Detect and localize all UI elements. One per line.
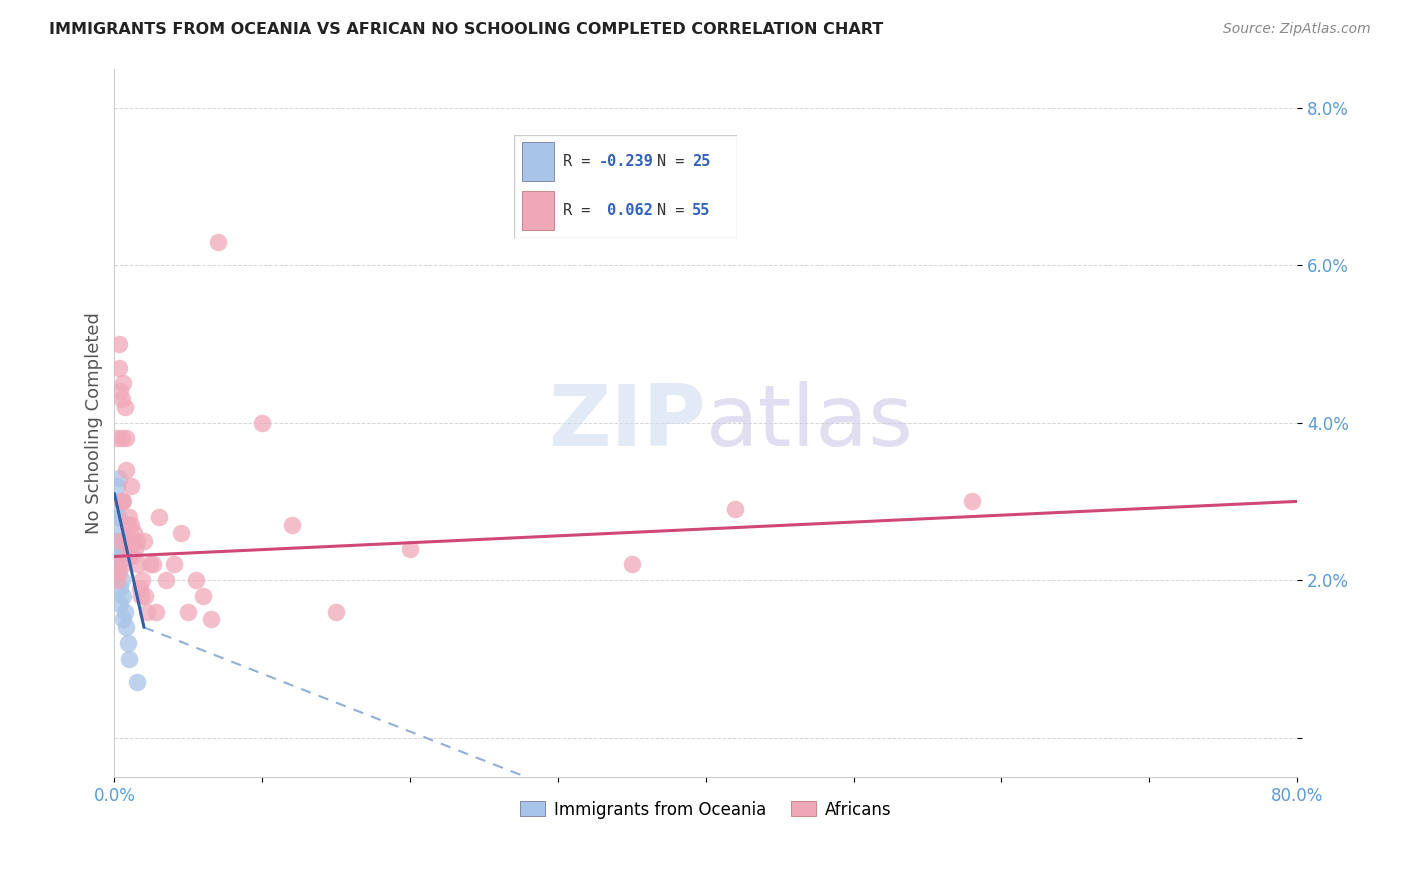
Point (132, 533, 155, 548)
Point (162, 558, 184, 572)
Point (960, 494, 983, 508)
Point (139, 558, 162, 572)
Point (112, 589, 135, 603)
Point (134, 589, 156, 603)
Point (112, 494, 135, 508)
Point (108, 471, 131, 485)
Point (114, 533, 136, 548)
Point (148, 510, 170, 524)
Text: N =: N = (657, 153, 693, 169)
Point (108, 541, 131, 556)
Point (281, 518, 304, 533)
Point (207, 235, 229, 249)
Point (124, 541, 146, 556)
Point (121, 533, 143, 548)
Text: ZIP: ZIP (548, 381, 706, 464)
Point (108, 510, 131, 524)
Point (724, 502, 747, 516)
Text: N =: N = (657, 203, 693, 219)
Point (155, 573, 177, 587)
Text: atlas: atlas (706, 381, 914, 464)
Point (111, 494, 134, 508)
Point (620, 558, 643, 572)
Point (120, 518, 142, 533)
Point (104, 549, 127, 564)
Point (117, 518, 139, 533)
Point (129, 589, 152, 603)
Point (110, 533, 132, 548)
Text: -0.239: -0.239 (599, 153, 654, 169)
Point (112, 376, 135, 391)
Point (105, 510, 128, 524)
Point (128, 581, 150, 595)
Point (118, 549, 141, 564)
Point (110, 494, 132, 508)
Point (117, 636, 139, 650)
Text: 0.062: 0.062 (599, 203, 654, 219)
Text: IMMIGRANTS FROM OCEANIA VS AFRICAN NO SCHOOLING COMPLETED CORRELATION CHART: IMMIGRANTS FROM OCEANIA VS AFRICAN NO SC… (49, 22, 883, 37)
Point (115, 432, 138, 446)
Text: R =: R = (562, 203, 599, 219)
Point (184, 573, 207, 587)
Point (111, 392, 134, 406)
Point (105, 573, 128, 587)
Point (105, 566, 128, 580)
Point (108, 337, 131, 351)
Point (111, 573, 134, 587)
Point (114, 605, 136, 619)
Point (112, 612, 135, 626)
Point (114, 400, 136, 414)
Point (118, 510, 141, 524)
Point (142, 558, 165, 572)
Point (108, 566, 131, 580)
Point (200, 612, 222, 626)
Point (105, 541, 128, 556)
Point (125, 533, 148, 548)
Point (105, 432, 128, 446)
Point (110, 597, 132, 611)
Point (111, 533, 134, 548)
Point (177, 605, 200, 619)
Point (118, 652, 141, 666)
Point (170, 525, 193, 540)
Point (108, 558, 131, 572)
Point (115, 463, 138, 477)
Point (115, 620, 138, 634)
Point (125, 675, 148, 690)
Point (252, 416, 274, 430)
Point (127, 558, 149, 572)
Text: 55: 55 (692, 203, 710, 219)
Point (191, 589, 214, 603)
Text: 25: 25 (692, 153, 710, 169)
Point (131, 573, 153, 587)
Bar (523, 191, 554, 230)
Text: R =: R = (562, 153, 599, 169)
Point (104, 533, 127, 548)
Point (111, 494, 134, 508)
Bar (523, 142, 554, 181)
Point (136, 605, 159, 619)
Text: Source: ZipAtlas.com: Source: ZipAtlas.com (1223, 22, 1371, 37)
Point (111, 432, 134, 446)
Y-axis label: No Schooling Completed: No Schooling Completed (86, 312, 103, 533)
Point (105, 478, 128, 492)
Legend: Immigrants from Oceania, Africans: Immigrants from Oceania, Africans (513, 794, 897, 825)
Point (325, 605, 347, 619)
Point (110, 525, 132, 540)
Point (120, 478, 142, 492)
Point (112, 558, 135, 572)
Point (105, 558, 128, 572)
Point (117, 549, 139, 564)
Point (122, 525, 145, 540)
Point (108, 360, 131, 375)
Point (121, 549, 143, 564)
Point (399, 541, 422, 556)
Point (104, 558, 127, 572)
Point (110, 384, 132, 399)
Point (145, 605, 167, 619)
Point (110, 581, 132, 595)
